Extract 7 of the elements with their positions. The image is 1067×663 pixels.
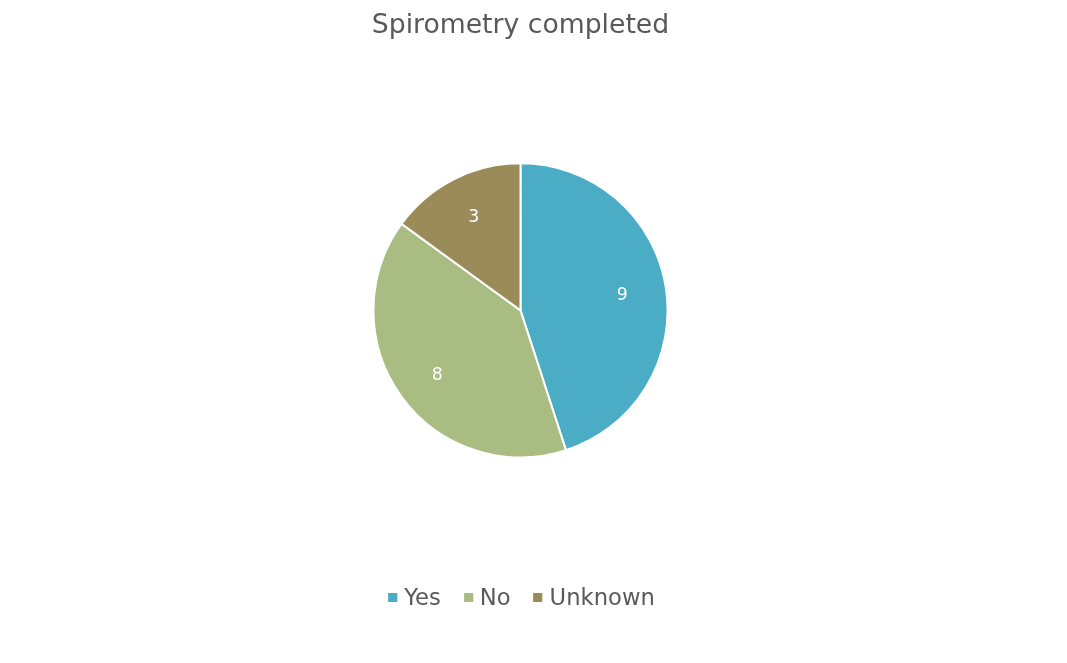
data-label: 8: [431, 363, 443, 384]
legend-label: No: [479, 584, 511, 610]
data-label: 9: [616, 284, 628, 305]
legend-label: Unknown: [549, 584, 655, 610]
chart-title: Spirometry completed: [371, 7, 670, 39]
data-label: 3: [468, 205, 480, 226]
legend-label: Yes: [404, 584, 441, 610]
